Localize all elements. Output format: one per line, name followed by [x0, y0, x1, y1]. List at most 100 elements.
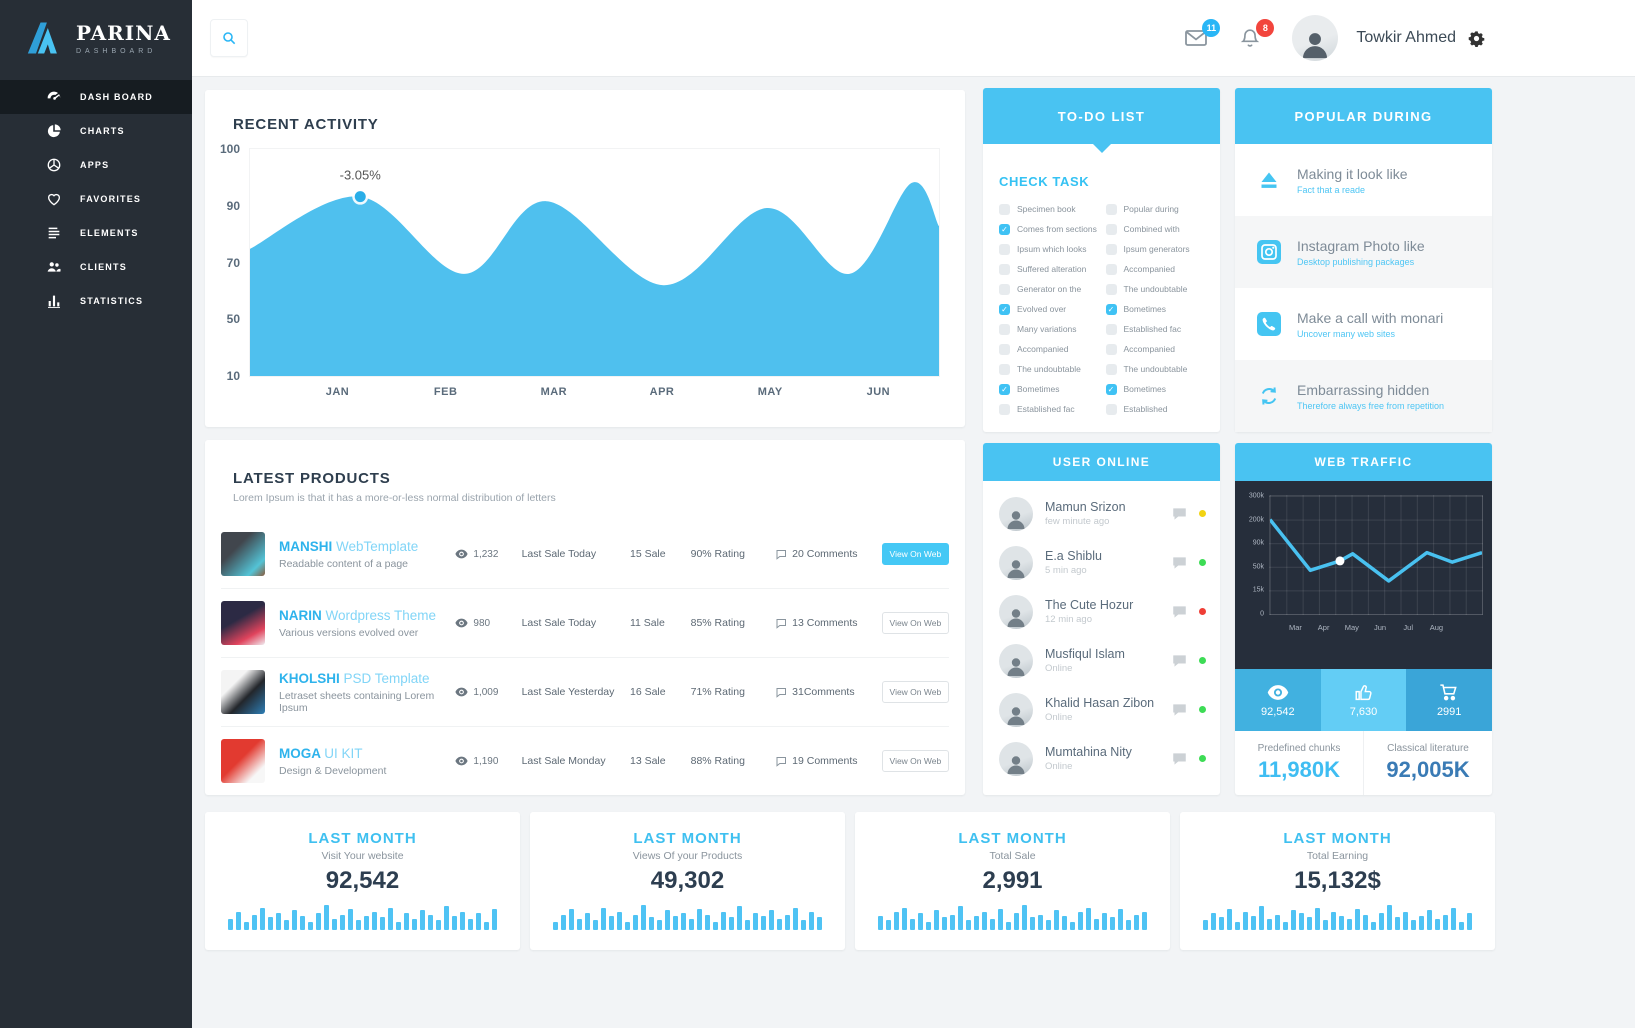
- user-row-khalid-hasan-zibon[interactable]: Khalid Hasan Zibon Online: [999, 685, 1206, 734]
- checkbox-checked[interactable]: ✓: [1105, 383, 1117, 395]
- traffic-stat-eye[interactable]: 92,542: [1235, 669, 1321, 731]
- checkbox-unchecked[interactable]: [999, 263, 1010, 275]
- product-comments: 31Comments: [775, 686, 882, 698]
- traffic-footer-label: Classical literature: [1387, 743, 1469, 754]
- checkbox-checked[interactable]: ✓: [1105, 303, 1117, 315]
- sidebar-item-elements[interactable]: ELEMENTS: [0, 216, 192, 250]
- product-name-link[interactable]: MOGA UI KIT: [279, 745, 363, 761]
- comment-icon: [775, 687, 787, 698]
- checkbox-unchecked[interactable]: [1105, 283, 1117, 295]
- todo-task-label: Combined with: [1123, 224, 1180, 234]
- popular-item-text: Embarrassing hidden Therefore always free…: [1297, 382, 1444, 411]
- popular-item-embarrassing-hidden[interactable]: Embarrassing hidden Therefore always free…: [1235, 360, 1492, 432]
- recent-activity-area: -3.05%: [250, 168, 939, 376]
- view-on-web-button[interactable]: View On Web: [881, 612, 950, 634]
- brand-logo-icon: [26, 22, 66, 54]
- checkbox-unchecked[interactable]: [1105, 403, 1117, 415]
- popular-item-making-it-look-like[interactable]: Making it look like Fact that a reade: [1235, 144, 1492, 216]
- x-tick-label: JUN: [866, 386, 891, 398]
- product-name-link[interactable]: NARIN Wordpress Theme: [279, 607, 437, 623]
- user-row-e-a-shiblu[interactable]: E.a Shiblu 5 min ago: [999, 538, 1206, 587]
- search-button[interactable]: [210, 19, 248, 57]
- popular-item-instagram-photo-like[interactable]: Instagram Photo like Desktop publishing p…: [1235, 216, 1492, 288]
- notifications-count-badge: 8: [1256, 19, 1275, 37]
- product-name-block: MOGA UI KIT Design & Development: [279, 746, 455, 777]
- chat-bubble-icon[interactable]: [1172, 556, 1187, 570]
- user-name[interactable]: Towkir Ahmed: [1356, 29, 1456, 46]
- settings-gear-icon[interactable]: [1468, 30, 1485, 47]
- user-row-musfiqul-islam[interactable]: Musfiqul Islam Online: [999, 636, 1206, 685]
- checkbox-unchecked[interactable]: [999, 363, 1010, 375]
- todo-column-right: Popular during Combined with Ipsum generat…: [1105, 199, 1213, 419]
- view-on-web-button[interactable]: View On Web: [881, 681, 950, 703]
- user-avatar[interactable]: [1292, 15, 1339, 61]
- summary-card-value: 92,542: [325, 867, 400, 894]
- popular-item-make-a-call-with-monari[interactable]: Make a call with monari Uncover many web …: [1235, 288, 1492, 360]
- chat-bubble-icon[interactable]: [1172, 752, 1187, 766]
- sidebar-item-statistics[interactable]: STATISTICS: [0, 284, 192, 318]
- brand-tagline: DASHBOARD: [76, 48, 157, 55]
- product-description: Letraset sheets containing Lorem Ipsum: [279, 689, 435, 714]
- product-sale-count: 15 Sale: [629, 548, 666, 560]
- checkbox-unchecked[interactable]: [1105, 323, 1117, 335]
- person-icon: [1004, 556, 1028, 580]
- product-name-suffix: Wordpress Theme: [325, 607, 437, 623]
- view-on-web-button[interactable]: View On Web: [881, 750, 950, 772]
- summary-card-sparkline: [1203, 904, 1472, 930]
- checkbox-unchecked[interactable]: [1105, 223, 1117, 235]
- checkbox-checked[interactable]: ✓: [999, 223, 1010, 235]
- search-icon: [221, 30, 237, 46]
- checkbox-unchecked[interactable]: [1105, 363, 1117, 375]
- checkbox-checked[interactable]: ✓: [999, 383, 1010, 395]
- summary-card-title: LAST MONTH: [308, 830, 417, 847]
- chat-bubble-icon[interactable]: [1172, 507, 1187, 521]
- user-row-mumtahina-nity[interactable]: Mumtahina Nity Online: [999, 734, 1206, 783]
- svg-text:-3.05%: -3.05%: [340, 168, 382, 183]
- popular-item-title: Making it look like: [1297, 165, 1408, 182]
- traffic-stat-cart[interactable]: 2991: [1406, 669, 1493, 731]
- sidebar-item-charts[interactable]: CHARTS: [0, 114, 192, 148]
- sidebar-item-favorites[interactable]: FAVORITES: [0, 182, 192, 216]
- checkbox-unchecked[interactable]: [999, 343, 1010, 355]
- checkbox-unchecked[interactable]: [999, 323, 1010, 335]
- todo-task-label: The undoubtable: [1123, 284, 1188, 294]
- messages-button[interactable]: 11: [1184, 19, 1221, 49]
- latest-products-title: LATEST PRODUCTS: [233, 470, 391, 487]
- summary-card-title: LAST MONTH: [633, 830, 742, 847]
- sidebar-item-dash-board[interactable]: DASH BOARD: [0, 80, 192, 114]
- checkbox-unchecked[interactable]: [999, 243, 1010, 255]
- checkbox-unchecked[interactable]: [999, 203, 1010, 215]
- status-dot: [1199, 755, 1206, 762]
- product-name-link[interactable]: MANSHI WebTemplate: [279, 538, 419, 554]
- checkbox-unchecked[interactable]: [1105, 343, 1117, 355]
- recent-activity-chart: 100 90 70 50 10 -3.05% JAN FEB MAR APR MAY JUN: [220, 142, 940, 398]
- chat-bubble-icon[interactable]: [1172, 605, 1187, 619]
- user-row-the-cute-hozur[interactable]: The Cute Hozur 12 min ago: [999, 587, 1206, 636]
- popular-during-list: Making it look like Fact that a reade Inst…: [1235, 144, 1492, 432]
- notifications-button[interactable]: 8: [1238, 19, 1275, 49]
- checkbox-checked[interactable]: ✓: [999, 303, 1010, 315]
- bell-icon: [1238, 27, 1262, 49]
- product-comments-count: 20 Comments: [792, 548, 858, 560]
- user-name: Mumtahina Nity: [1045, 745, 1132, 759]
- checkbox-unchecked[interactable]: [1105, 263, 1117, 275]
- user-row-mamun-srizon[interactable]: Mamun Srizon few minute ago: [999, 489, 1206, 538]
- todo-task-label: Established fac: [1123, 324, 1182, 334]
- checkbox-unchecked[interactable]: [999, 403, 1010, 415]
- checkbox-unchecked[interactable]: [999, 283, 1010, 295]
- user-avatar: [999, 545, 1033, 580]
- todo-task-label: Ipsum which looks: [1017, 244, 1087, 254]
- summary-card-sparkline: [878, 904, 1147, 930]
- product-name-link[interactable]: KHOLSHI PSD Template: [279, 670, 430, 686]
- sidebar-item-clients[interactable]: CLIENTS: [0, 250, 192, 284]
- view-on-web-button[interactable]: View On Web: [881, 543, 950, 565]
- checkbox-unchecked[interactable]: [1105, 203, 1117, 215]
- chat-bubble-icon[interactable]: [1172, 654, 1187, 668]
- user-name: Musfiqul Islam: [1045, 647, 1125, 661]
- todo-panel: TO-DO LIST CHECK TASK Specimen book ✓ Come…: [983, 88, 1220, 432]
- chat-bubble-icon[interactable]: [1172, 703, 1187, 717]
- traffic-stat-thumb[interactable]: 7,630: [1320, 669, 1407, 731]
- checkbox-unchecked[interactable]: [1105, 243, 1117, 255]
- sidebar-item-apps[interactable]: APPS: [0, 148, 192, 182]
- popular-during-panel: POPULAR DURING Making it look like Fact t…: [1235, 88, 1492, 432]
